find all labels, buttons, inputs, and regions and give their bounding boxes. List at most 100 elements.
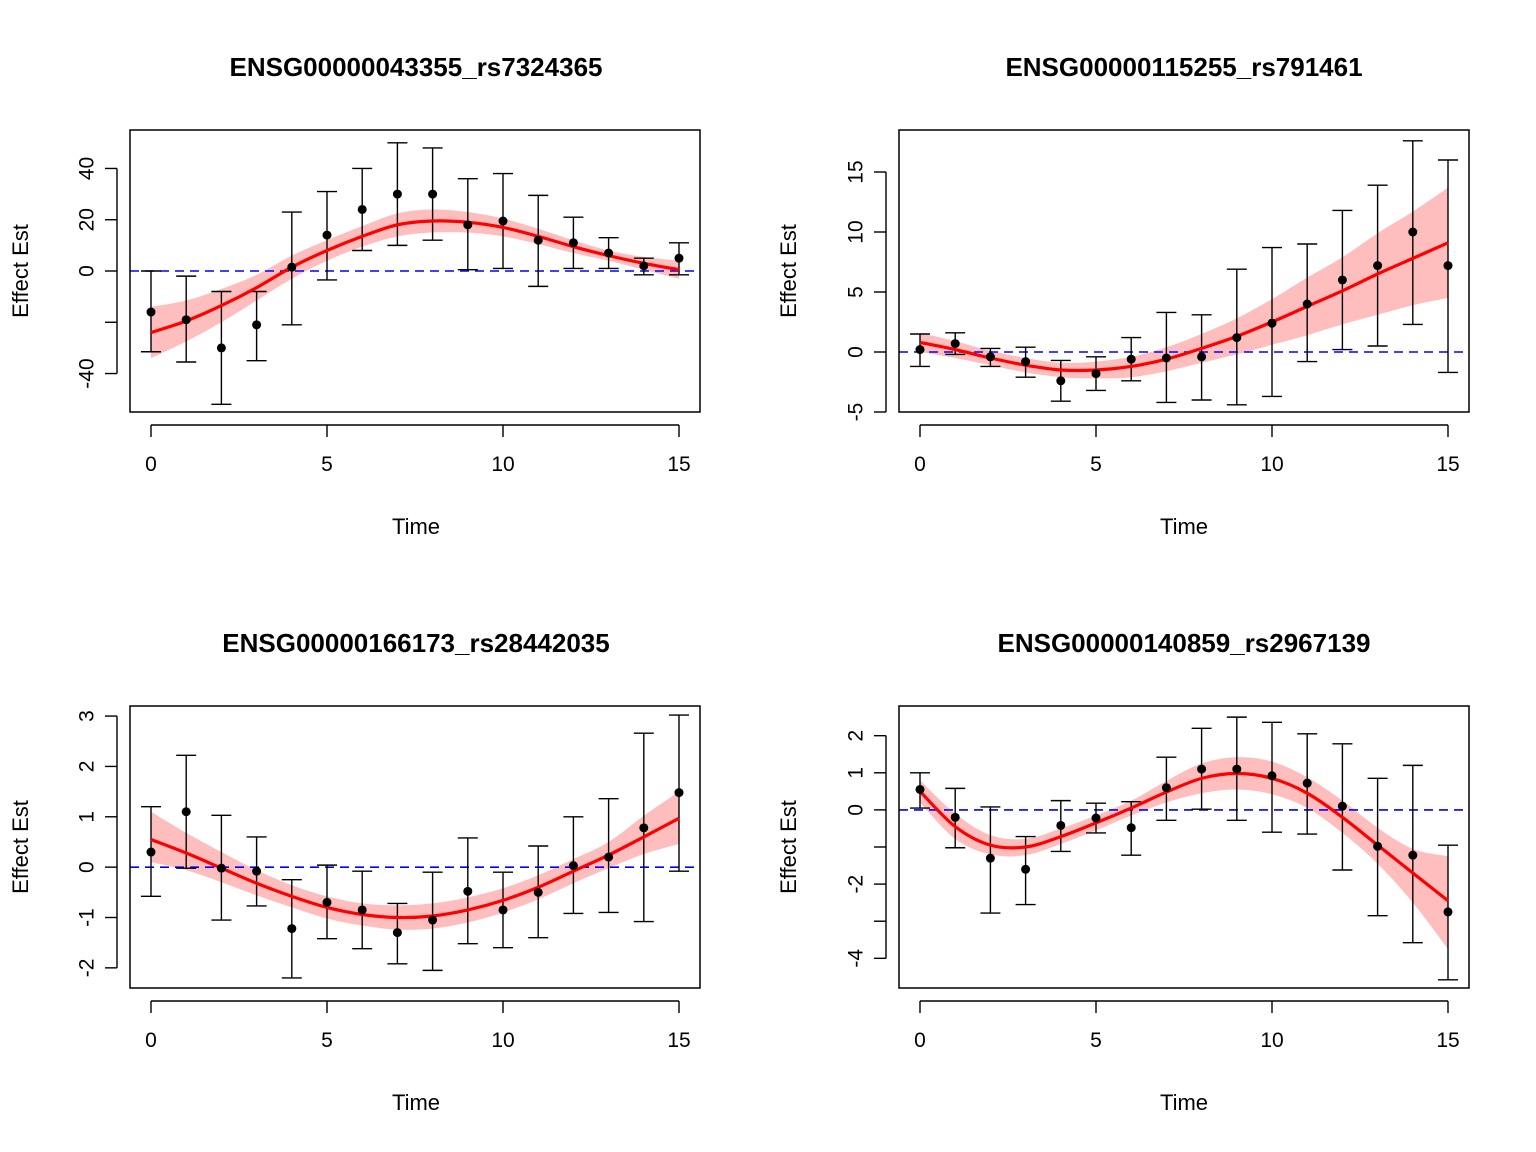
- data-point: [1021, 357, 1031, 367]
- data-point: [1126, 823, 1136, 833]
- data-point: [985, 853, 995, 863]
- x-tick-label: 5: [321, 1029, 333, 1052]
- x-axis-label: Time: [392, 1090, 440, 1115]
- y-tick-label: 5: [845, 286, 868, 298]
- data-point: [181, 807, 191, 817]
- y-tick-label: 40: [76, 157, 99, 180]
- chart-title: ENSG00000115255_rs791461: [1005, 52, 1362, 82]
- data-point: [1091, 813, 1101, 823]
- x-axis: 0 5 10 15: [914, 424, 1460, 476]
- data-point: [1161, 783, 1171, 793]
- y-axis-label: Effect Est: [776, 800, 801, 894]
- data-point: [568, 238, 578, 248]
- chart-title: ENSG00000043355_rs7324365: [229, 52, 602, 82]
- data-point: [1232, 764, 1242, 774]
- x-axis: 0 5 10 15: [145, 1000, 691, 1052]
- data-point: [1056, 820, 1066, 830]
- x-tick-label: 5: [321, 453, 333, 476]
- data-point: [604, 852, 614, 862]
- data-point: [1443, 907, 1453, 917]
- data-point: [1197, 764, 1207, 774]
- data-point: [1443, 261, 1453, 271]
- data-point: [146, 307, 156, 317]
- x-tick-label: 0: [914, 1029, 926, 1052]
- x-tick-label: 10: [1260, 453, 1283, 476]
- y-axis: -5 0 5 10 15: [845, 160, 887, 422]
- y-tick-label: -40: [76, 358, 99, 388]
- y-axis: -2 -1 0 1 2 3: [76, 710, 118, 978]
- y-tick-label: -5: [845, 403, 868, 422]
- y-axis-label: Effect Est: [8, 224, 33, 318]
- data-point: [1056, 376, 1066, 386]
- confidence-band: [151, 209, 679, 359]
- confidence-band: [920, 187, 1448, 379]
- data-point: [216, 343, 226, 353]
- fit-line: [918, 771, 1449, 903]
- plot-frame: [129, 129, 701, 413]
- y-tick-label: 0: [76, 861, 99, 873]
- y-tick-label: -1: [76, 908, 99, 927]
- y-tick-label: 0: [845, 346, 868, 358]
- confidence-band: [151, 791, 679, 930]
- data-point: [1302, 299, 1312, 309]
- y-tick-label: 0: [845, 804, 868, 816]
- data-point: [1337, 801, 1347, 811]
- x-tick-label: 5: [1090, 453, 1102, 476]
- data-point: [463, 886, 473, 896]
- y-tick-label: -2: [845, 875, 868, 894]
- x-tick-label: 15: [667, 453, 690, 476]
- confidence-band: [920, 757, 1448, 950]
- data-point: [392, 928, 402, 938]
- data-point: [915, 345, 925, 355]
- data-point: [1232, 333, 1242, 343]
- plot-frame: [898, 129, 1470, 413]
- chart-panel-4: 0 5 10 15 -4 -2 0 1 2 ENSG00000140859_rs2967139 Ti…: [776, 628, 1470, 1115]
- data-point: [252, 866, 262, 876]
- fit-line: [150, 816, 680, 920]
- data-point: [639, 823, 649, 833]
- x-tick-label: 10: [1260, 1029, 1283, 1052]
- y-tick-label: 2: [845, 730, 868, 742]
- x-axis: 0 5 10 15: [914, 1000, 1460, 1052]
- data-point: [322, 230, 332, 240]
- data-point: [392, 189, 402, 199]
- y-tick-label: 15: [845, 160, 868, 183]
- data-point: [1161, 353, 1171, 363]
- data-point: [428, 915, 438, 925]
- plot-area: [899, 140, 1469, 406]
- data-point: [1267, 318, 1277, 328]
- x-tick-label: 5: [1090, 1029, 1102, 1052]
- data-point: [674, 253, 684, 263]
- plot-frame: [129, 705, 701, 989]
- data-point: [322, 897, 332, 907]
- y-tick-label: 10: [845, 220, 868, 243]
- data-point: [533, 887, 543, 897]
- data-point: [1337, 275, 1347, 285]
- y-axis: -40 0 20 40: [76, 157, 118, 389]
- data-point: [1126, 354, 1136, 364]
- data-point: [1267, 771, 1277, 781]
- x-tick-label: 0: [145, 1029, 157, 1052]
- data-point: [674, 788, 684, 798]
- x-tick-label: 15: [1436, 1029, 1459, 1052]
- plot-area: [130, 142, 700, 406]
- plot-area: [130, 714, 700, 979]
- data-point: [604, 248, 614, 258]
- y-tick-label: -2: [76, 959, 99, 978]
- data-point: [357, 905, 367, 915]
- chart-panel-2: 0 5 10 15 -5 0 5 10 15 ENSG00000115255_rs791461 Ti…: [776, 52, 1470, 539]
- y-axis-label: Effect Est: [776, 224, 801, 318]
- y-tick-label: 1: [845, 767, 868, 779]
- data-point: [463, 220, 473, 230]
- data-point: [533, 235, 543, 245]
- data-point: [1091, 369, 1101, 379]
- data-point: [252, 320, 262, 330]
- fit-line: [150, 219, 680, 335]
- data-point: [1197, 352, 1207, 362]
- plot-frame: [898, 705, 1470, 989]
- data-point: [216, 863, 226, 873]
- y-axis: -4 -2 0 1 2: [845, 730, 887, 968]
- y-tick-label: -4: [845, 949, 868, 968]
- x-tick-label: 10: [491, 453, 514, 476]
- data-point: [568, 861, 578, 871]
